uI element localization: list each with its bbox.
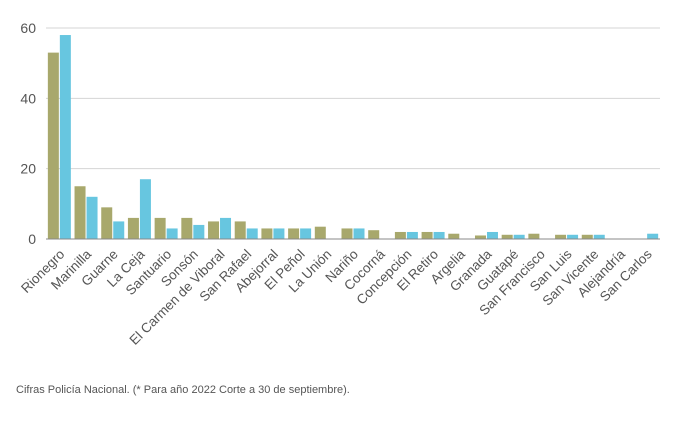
bar-series-1	[555, 234, 567, 239]
bar-series-1	[234, 221, 246, 239]
bar-series-1	[314, 226, 326, 239]
bar-series-2	[406, 231, 418, 239]
bar-series-1	[181, 217, 193, 239]
bar-series-1	[341, 228, 353, 239]
source-caption: Cifras Policía Nacional. (* Para año 202…	[16, 384, 350, 396]
bar-series-2	[246, 228, 258, 239]
bar-series-1	[501, 234, 513, 239]
bar-series-2	[486, 231, 498, 239]
bar-series-2	[300, 228, 312, 239]
y-tick-label: 40	[20, 90, 36, 106]
bar-series-1	[394, 231, 406, 239]
bar-series-1	[208, 221, 220, 239]
y-axis-ticks: 0 20 40 60	[20, 20, 36, 247]
bar-series-1	[528, 233, 540, 239]
bar-series-2	[647, 233, 659, 239]
bar-series-1	[448, 233, 460, 239]
bar-series-1	[74, 186, 86, 239]
y-tick-label: 0	[28, 231, 36, 247]
bar-series-1	[154, 217, 166, 239]
bar-series-1	[101, 207, 113, 239]
bar-series-2	[86, 196, 98, 239]
y-tick-label: 20	[20, 161, 36, 177]
bar-series-2	[166, 228, 178, 239]
bar-series-2	[113, 221, 125, 239]
bar-series-2	[220, 217, 232, 239]
bar-series-2	[273, 228, 285, 239]
bar-series-2	[567, 234, 579, 239]
bar-series-1	[47, 52, 59, 240]
bar-series-1	[421, 231, 433, 239]
bar-series-2	[59, 35, 71, 239]
bar-series-2	[513, 234, 525, 239]
bar-series-1	[261, 228, 273, 239]
grid-lines	[46, 27, 660, 170]
bars	[47, 35, 659, 240]
bar-series-1	[581, 234, 593, 239]
bar-series-1	[288, 228, 300, 239]
bar-series-2	[593, 234, 605, 239]
y-tick-label: 60	[20, 20, 36, 36]
bar-series-2	[353, 228, 365, 239]
bar-series-1	[127, 217, 139, 239]
bar-series-1	[474, 235, 486, 239]
bar-series-2	[193, 224, 205, 239]
bar-series-2	[139, 179, 151, 239]
bar-series-1	[368, 230, 380, 239]
bar-series-2	[433, 231, 445, 239]
